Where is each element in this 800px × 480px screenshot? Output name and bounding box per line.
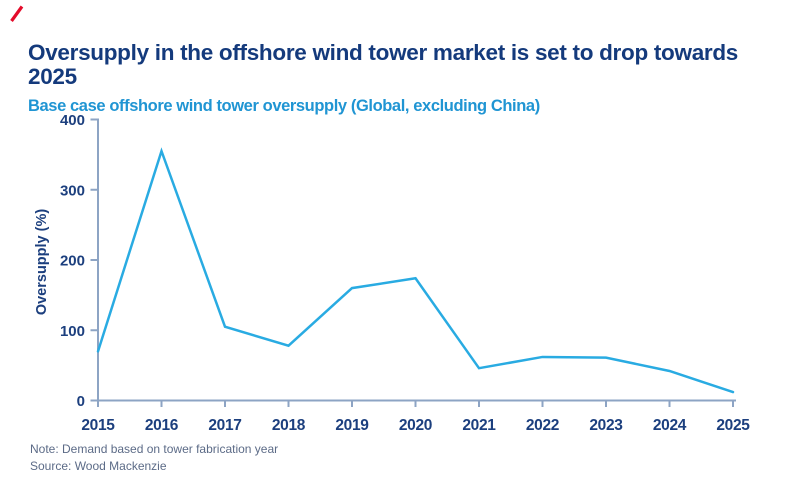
chart-note: Note: Demand based on tower fabrication … bbox=[30, 442, 279, 456]
wood-mackenzie-slash-icon bbox=[10, 5, 24, 22]
x-tick-label: 2024 bbox=[653, 417, 687, 434]
x-tick-label: 2022 bbox=[526, 417, 559, 434]
chart-subtitle: Base case offshore wind tower oversupply… bbox=[28, 96, 540, 115]
y-tick-label: 100 bbox=[60, 323, 85, 340]
x-tick-label: 2016 bbox=[145, 417, 179, 434]
title-line-1: Oversupply in the offshore wind tower ma… bbox=[28, 40, 739, 66]
x-tick-label: 2018 bbox=[272, 417, 306, 434]
x-tick-label: 2020 bbox=[399, 417, 432, 434]
y-tick-label: 0 bbox=[77, 393, 85, 410]
oversupply-line bbox=[96, 147, 735, 394]
slash-stroke bbox=[10, 5, 24, 22]
x-tick-label: 2021 bbox=[462, 417, 496, 434]
x-tick-label: 2015 bbox=[81, 417, 115, 434]
y-tick-label: 400 bbox=[60, 112, 85, 129]
y-axis-title: Oversupply (%) bbox=[34, 209, 50, 316]
x-tick-label: 2023 bbox=[589, 417, 623, 434]
x-tick-label: 2025 bbox=[716, 417, 750, 434]
title-line-2: 2025 bbox=[28, 64, 77, 90]
y-tick-label: 300 bbox=[60, 182, 85, 199]
chart-source: Source: Wood Mackenzie bbox=[30, 459, 167, 473]
y-tick-label: 200 bbox=[60, 253, 85, 270]
page-title: Oversupply in the offshore wind tower ma… bbox=[28, 40, 778, 90]
x-tick-label: 2017 bbox=[208, 417, 241, 434]
x-tick-label: 2019 bbox=[335, 417, 369, 434]
